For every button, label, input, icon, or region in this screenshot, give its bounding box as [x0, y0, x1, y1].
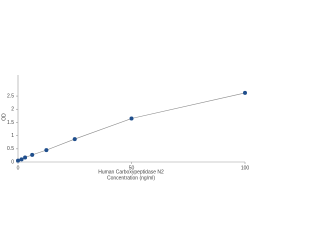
chart: Human Carboxypeptidase N2 Concentration …	[1, 75, 250, 181]
point	[19, 157, 24, 162]
curve	[17, 92, 246, 161]
y-tick-label: 2	[11, 107, 14, 113]
x-tick-label: 50	[129, 165, 135, 171]
point	[23, 155, 28, 160]
point	[16, 158, 20, 163]
y-axis-label: OD	[1, 113, 7, 121]
y-tick-label: 1	[11, 133, 14, 139]
x-tick-label: 100	[241, 165, 250, 171]
point	[44, 148, 49, 153]
point	[243, 90, 247, 95]
y-tick-label: 0.5	[7, 146, 14, 152]
y-tick-label: 1.5	[7, 120, 14, 126]
y-tick-label: 2.5	[7, 93, 14, 99]
y-tick-label: 0	[11, 159, 14, 165]
point	[72, 137, 77, 142]
x-axis-label: Concentration (ng/ml)	[107, 175, 155, 181]
point	[30, 152, 35, 157]
point	[129, 116, 134, 121]
x-axis-label: Human Carboxypeptidase N2	[98, 169, 164, 175]
x-tick-label: 0	[17, 165, 20, 171]
